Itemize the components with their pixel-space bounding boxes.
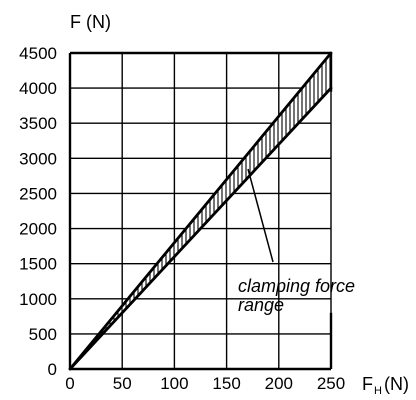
- y-axis-title: F (N): [70, 12, 111, 32]
- x-axis-title-subscript: H: [374, 385, 382, 397]
- y-tick-label-5: 2500: [19, 184, 57, 203]
- y-tick-label-3: 1500: [19, 255, 57, 274]
- y-tick-label-0: 0: [48, 360, 57, 379]
- series-line-1: [68, 86, 333, 371]
- y-tick-labels: 0 500 1000 1500 2000 2500 3000 3500 4000 4500: [19, 44, 57, 379]
- series-lines: [68, 51, 333, 371]
- x-tick-label-4: 200: [265, 374, 293, 393]
- x-tick-label-2: 100: [160, 374, 188, 393]
- x-tick-label-0: 0: [65, 374, 74, 393]
- plot-frame: [68, 51, 333, 371]
- annotation-line-1: clamping force: [238, 276, 355, 296]
- y-tick-label-8: 4000: [19, 79, 57, 98]
- x-tick-label-5: 250: [317, 374, 345, 393]
- x-tick-label-3: 150: [212, 374, 240, 393]
- y-tick-label-2: 1000: [19, 290, 57, 309]
- x-axis-title-unit: (N): [384, 374, 409, 394]
- annotation-line-2: range: [238, 295, 284, 315]
- y-tick-label-9: 4500: [19, 44, 57, 63]
- y-tick-label-7: 3500: [19, 114, 57, 133]
- annotation-leader-line: [247, 168, 274, 263]
- y-tick-label-6: 3000: [19, 149, 57, 168]
- y-tick-label-4: 2000: [19, 220, 57, 239]
- series-line-0: [68, 51, 333, 371]
- y-tick-label-1: 500: [29, 325, 57, 344]
- x-tick-labels: 0 50 100 150 200 250: [65, 374, 345, 393]
- x-tick-label-1: 50: [113, 374, 132, 393]
- x-axis-title-main: F: [362, 374, 373, 394]
